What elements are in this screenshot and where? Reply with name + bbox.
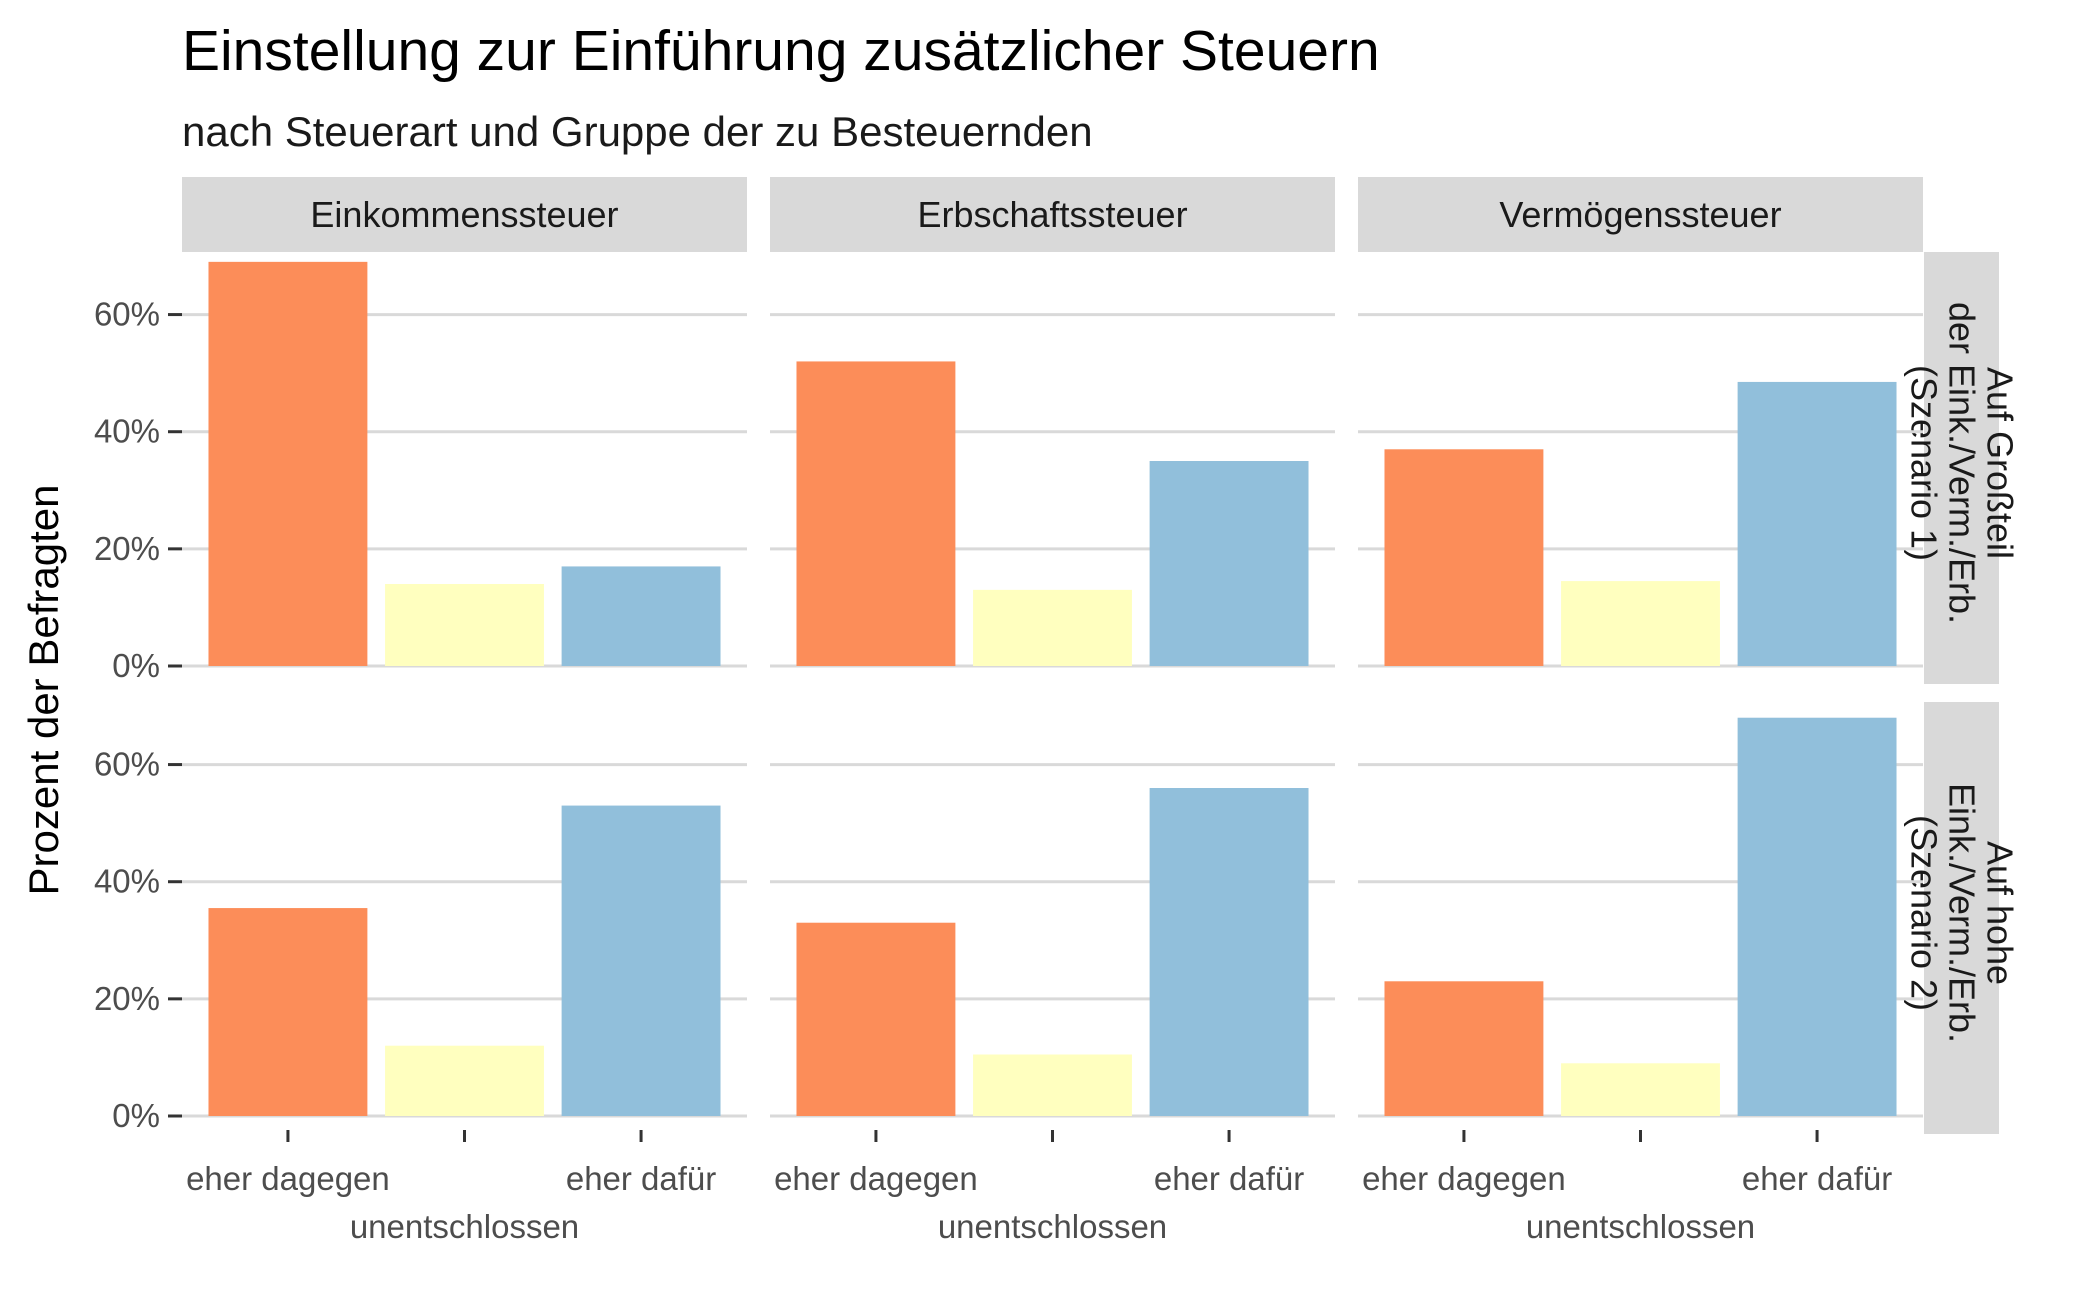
- y-tick-label: 60%: [94, 746, 160, 783]
- y-tick-label: 20%: [94, 530, 160, 567]
- y-tick-label: 0%: [112, 647, 160, 684]
- bar: [1384, 449, 1544, 666]
- x-tick-label: eher dagegen: [1362, 1160, 1566, 1197]
- y-tick-label: 40%: [94, 413, 160, 450]
- bar: [973, 1054, 1132, 1116]
- y-tick-label: 40%: [94, 863, 160, 900]
- facet-strip-row-line: Auf Großteil: [1980, 367, 2021, 559]
- facet-strip-row-line: (Szenario 1): [1904, 365, 1945, 561]
- bar: [1384, 981, 1544, 1116]
- y-axis-title: Prozent der Befragten: [20, 485, 67, 896]
- facet-strip-column-label: Vermögenssteuer: [1499, 194, 1781, 235]
- x-tick-label: eher dafür: [1154, 1160, 1304, 1197]
- bar: [561, 566, 721, 666]
- bar: [561, 805, 721, 1116]
- y-tick-label: 0%: [112, 1097, 160, 1134]
- bar: [208, 908, 368, 1116]
- y-tick-label: 60%: [94, 296, 160, 333]
- bar: [1149, 788, 1309, 1116]
- bar: [973, 589, 1132, 666]
- facet-strip-column: [1358, 177, 1923, 252]
- bar: [1737, 381, 1897, 666]
- facet-strip-column: [770, 177, 1335, 252]
- bar: [1561, 581, 1720, 666]
- x-tick-label: unentschlossen: [938, 1208, 1167, 1245]
- bar: [385, 1045, 544, 1116]
- bar: [1149, 461, 1309, 666]
- x-tick-label: eher dagegen: [774, 1160, 978, 1197]
- facet-strip-row-line: der Eink./Verm./Erb.: [1942, 302, 1983, 624]
- facet-strip-column-label: Einkommenssteuer: [310, 194, 618, 235]
- bar: [208, 261, 368, 666]
- chart-title: Einstellung zur Einführung zusätzlicher …: [182, 19, 1380, 83]
- x-tick-label: unentschlossen: [1526, 1208, 1755, 1245]
- bar: [796, 361, 956, 666]
- facet-strip-column: [182, 177, 747, 252]
- facet-strip-row-line: (Szenario 2): [1904, 815, 1945, 1011]
- y-tick-label: 20%: [94, 980, 160, 1017]
- bar: [1737, 717, 1897, 1116]
- chart-subtitle: nach Steuerart und Gruppe der zu Besteue…: [182, 108, 1093, 155]
- plot-area: Einkommenssteuer Erbschaftssteuer Vermögen…: [94, 177, 2021, 1245]
- facet-strip-row: [1924, 252, 1999, 684]
- bar: [796, 922, 956, 1116]
- facet-strip-row-line: Auf hohe: [1980, 841, 2021, 985]
- x-tick-label: eher dafür: [1742, 1160, 1892, 1197]
- x-tick-label: eher dafür: [566, 1160, 716, 1197]
- facet-strip-row-line: Eink./Verm./Erb.: [1942, 783, 1983, 1043]
- facet-strip-column-label: Erbschaftssteuer: [917, 194, 1187, 235]
- bar: [385, 584, 544, 666]
- bar: [1561, 1063, 1720, 1116]
- x-tick-label: unentschlossen: [350, 1208, 579, 1245]
- x-tick-label: eher dagegen: [186, 1160, 390, 1197]
- facet-strip-row: [1924, 702, 1999, 1134]
